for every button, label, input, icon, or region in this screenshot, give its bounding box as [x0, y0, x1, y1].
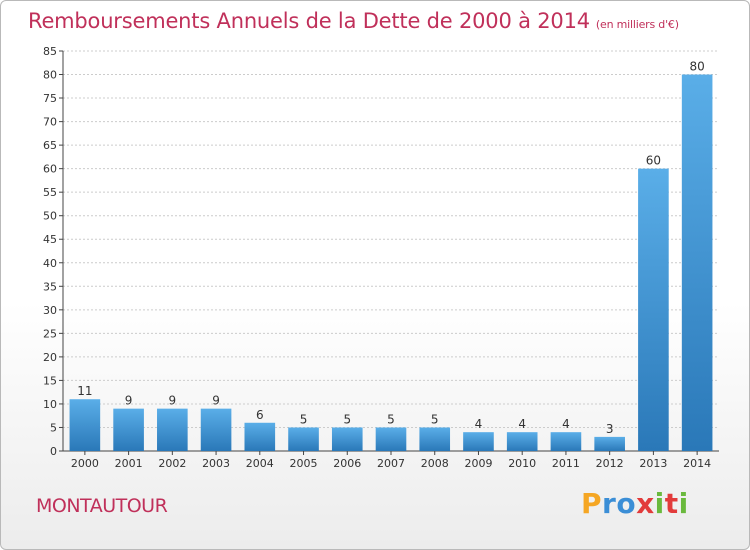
bar	[463, 432, 494, 451]
bar	[375, 427, 407, 451]
bar	[200, 408, 232, 451]
data-label: 11	[77, 384, 92, 398]
bar	[638, 168, 669, 451]
x-tick-label: 2000	[71, 457, 99, 470]
x-tick-label: 2007	[377, 457, 405, 470]
logo-letter: i	[654, 487, 665, 520]
logo-letter: t	[664, 487, 679, 520]
bar	[681, 74, 713, 451]
data-label: 6	[256, 408, 264, 422]
y-tick-label: 55	[43, 186, 57, 199]
data-label: 5	[431, 412, 439, 426]
data-label: 3	[606, 422, 614, 436]
bar	[244, 422, 276, 451]
y-tick-label: 10	[43, 398, 57, 411]
x-tick-label: 2010	[508, 457, 536, 470]
bar	[594, 436, 625, 451]
x-tick-label: 2003	[202, 457, 230, 470]
data-label: 60	[646, 154, 661, 168]
y-tick-label: 30	[43, 304, 57, 317]
logo-letter: r	[602, 487, 617, 520]
bar	[550, 432, 582, 451]
data-label: 5	[300, 412, 308, 426]
proxiti-logo: Proxiti	[581, 487, 689, 520]
x-tick-label: 2013	[639, 457, 667, 470]
y-tick-label: 20	[43, 351, 57, 364]
x-tick-label: 2008	[421, 457, 449, 470]
data-label: 9	[125, 394, 133, 408]
x-tick-label: 2012	[596, 457, 624, 470]
y-tick-label: 25	[43, 327, 57, 340]
bar	[157, 408, 188, 451]
bar	[331, 427, 363, 451]
town-name: MONTAUTOUR	[36, 495, 168, 517]
logo-letter: x	[636, 487, 655, 520]
y-tick-label: 45	[43, 233, 57, 246]
data-label: 4	[475, 417, 483, 431]
x-tick-label: 2005	[290, 457, 318, 470]
x-tick-label: 2014	[683, 457, 711, 470]
y-tick-label: 65	[43, 139, 57, 152]
data-label: 80	[689, 60, 704, 74]
data-label: 5	[387, 412, 395, 426]
y-tick-label: 15	[43, 374, 57, 387]
bar	[419, 427, 451, 451]
y-tick-label: 40	[43, 257, 57, 270]
data-label: 4	[562, 417, 570, 431]
y-tick-label: 50	[43, 210, 57, 223]
data-label: 9	[212, 394, 220, 408]
y-tick-label: 75	[43, 92, 57, 105]
x-tick-label: 2002	[158, 457, 186, 470]
x-tick-label: 2001	[115, 457, 143, 470]
y-tick-label: 5	[50, 421, 57, 434]
bar	[288, 427, 319, 451]
y-tick-label: 0	[50, 445, 57, 458]
data-label: 5	[343, 412, 351, 426]
x-tick-label: 2009	[464, 457, 492, 470]
y-tick-label: 70	[43, 116, 57, 129]
x-tick-label: 2011	[552, 457, 580, 470]
data-label: 4	[518, 417, 526, 431]
x-tick-label: 2004	[246, 457, 274, 470]
bar	[506, 432, 538, 451]
logo-letter: o	[616, 487, 637, 520]
chart-title: Remboursements Annuels de la Dette de 20…	[28, 9, 679, 33]
y-tick-label: 35	[43, 280, 57, 293]
chart-title-text: Remboursements Annuels de la Dette de 20…	[28, 9, 590, 33]
logo-letter: i	[678, 487, 689, 520]
x-tick-label: 2006	[333, 457, 361, 470]
bar	[69, 399, 101, 451]
data-label: 9	[169, 394, 177, 408]
y-tick-label: 60	[43, 163, 57, 176]
bar	[113, 408, 144, 451]
y-tick-label: 85	[43, 45, 57, 58]
y-tick-label: 80	[43, 69, 57, 82]
logo-letter: P	[581, 487, 603, 520]
chart-unit: (en milliers d'€)	[595, 18, 679, 31]
